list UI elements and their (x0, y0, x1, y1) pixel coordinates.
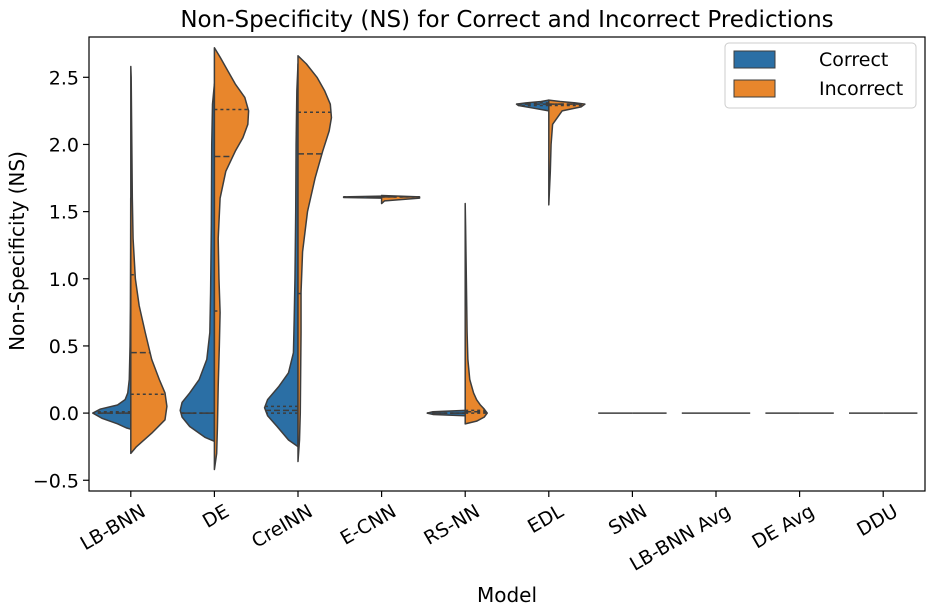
x-tick-label-e-cnn: E-CNN (337, 500, 400, 549)
violin-correct-creinn (263, 63, 299, 448)
violin-incorrect-edl (548, 99, 586, 206)
chart-title: Non-Specificity (NS) for Correct and Inc… (180, 7, 833, 33)
y-tick-label: 1.5 (49, 202, 79, 224)
violin-incorrect-rs-nn (464, 202, 488, 425)
plot-area: −0.5 0.0 0.5 1.0 1.5 2.0 2.5 LB-BNN DE CreINN E-CN… (33, 36, 926, 576)
x-tick-label-de: DE (199, 500, 233, 532)
y-tick-label: 2.5 (49, 67, 79, 89)
violin-incorrect-de (213, 46, 250, 471)
violin-incorrect-creinn (297, 55, 333, 463)
x-tick-label-ddu: DDU (853, 500, 901, 541)
legend-swatch-incorrect (733, 79, 776, 98)
y-tick-label: −0.5 (33, 470, 79, 492)
axes-frame (88, 36, 926, 492)
x-tick-label-creinn: CreINN (248, 500, 316, 552)
x-tick-label-rs-nn: RS-NN (420, 500, 483, 549)
x-tick-label-snn: SNN (605, 500, 651, 539)
y-tick-label: 1.0 (49, 269, 79, 291)
y-tick-label: 0.5 (49, 336, 79, 358)
legend: Correct Incorrect (724, 42, 917, 109)
legend-label-correct: Correct (819, 49, 888, 71)
legend-label-incorrect: Incorrect (819, 78, 903, 100)
x-tick-label-de-avg: DE Avg (748, 500, 818, 553)
y-axis-label: Non-Specificity (NS) (5, 151, 29, 351)
legend-swatch-correct (733, 50, 776, 69)
y-tick-label: 2.0 (49, 134, 79, 156)
violin-correct-de (179, 83, 216, 443)
x-tick-label-edl: EDL (524, 500, 568, 538)
x-axis-label: Model (477, 583, 537, 607)
violin-incorrect-lb-bnn (130, 65, 168, 455)
violin-correct-lb-bnn (92, 197, 132, 430)
y-tick-label: 0.0 (49, 403, 79, 425)
x-tick-label-lb-bnn: LB-BNN (77, 500, 150, 555)
violin-correct-edl (515, 99, 550, 112)
